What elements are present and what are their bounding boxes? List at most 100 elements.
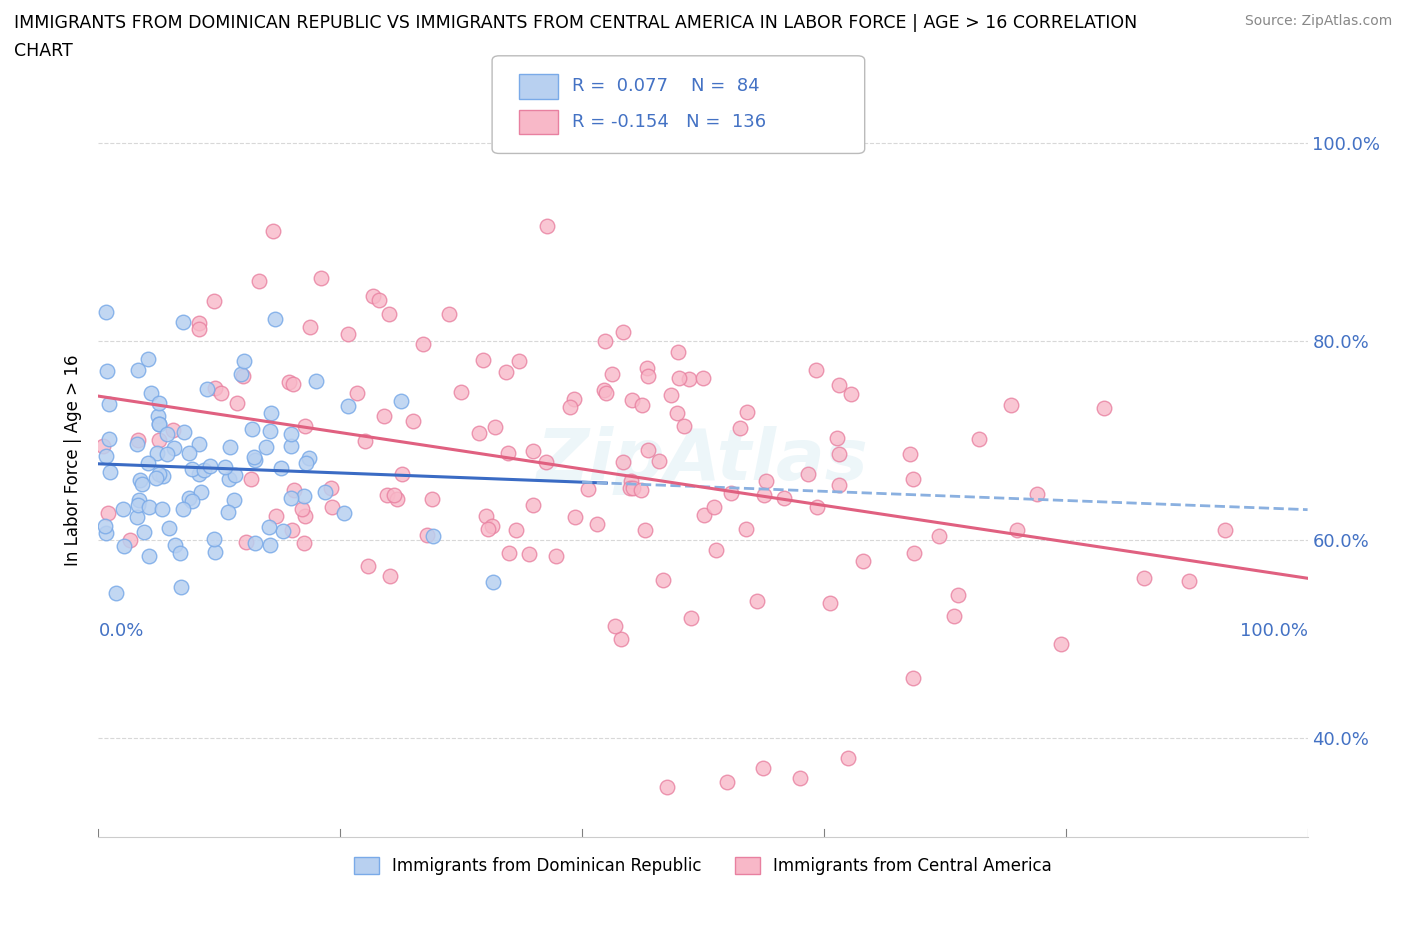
Text: IMMIGRANTS FROM DOMINICAN REPUBLIC VS IMMIGRANTS FROM CENTRAL AMERICA IN LABOR F: IMMIGRANTS FROM DOMINICAN REPUBLIC VS IM… [14, 14, 1137, 32]
Point [901, 671, 924, 686]
Point [903, 472, 925, 486]
Point [225, 395, 247, 410]
Legend: Immigrants from Dominican Republic, Immigrants from Central America: Immigrants from Dominican Republic, Immi… [347, 850, 1059, 882]
Point [150, 502, 173, 517]
Point [148, 395, 170, 410]
Point [967, 432, 990, 447]
Point [283, 483, 305, 498]
Point [928, 529, 950, 544]
Point [806, 363, 828, 378]
Point [229, 366, 252, 381]
Point [716, 775, 738, 790]
Point [389, 393, 412, 408]
Point [702, 499, 724, 514]
Point [264, 509, 287, 524]
Point [378, 307, 401, 322]
Point [219, 440, 242, 455]
Point [118, 532, 141, 547]
Point [610, 631, 633, 646]
Point [105, 586, 128, 601]
Point [586, 517, 609, 532]
Point [163, 441, 186, 456]
Point [145, 471, 167, 485]
Point [314, 485, 336, 500]
Point [634, 522, 657, 537]
Point [1133, 570, 1156, 585]
Point [179, 445, 201, 460]
Point [319, 480, 342, 495]
Point [187, 321, 209, 336]
Text: 0.0%: 0.0% [98, 622, 143, 641]
Point [96, 305, 118, 320]
Point [648, 454, 671, 469]
Point [948, 588, 970, 603]
Y-axis label: In Labor Force | Age > 16: In Labor Force | Age > 16 [65, 354, 83, 566]
Point [655, 780, 678, 795]
Point [378, 568, 401, 583]
Text: CHART: CHART [14, 42, 73, 60]
Point [190, 485, 212, 499]
Point [652, 572, 675, 587]
Point [825, 431, 848, 445]
Point [218, 472, 240, 486]
Point [534, 455, 557, 470]
Point [498, 545, 520, 560]
Point [903, 546, 925, 561]
Point [217, 504, 239, 519]
Point [797, 467, 820, 482]
Point [202, 294, 225, 309]
Point [294, 418, 316, 433]
Point [93, 519, 115, 534]
Point [278, 375, 301, 390]
Point [522, 444, 544, 458]
Point [943, 608, 966, 623]
Point [193, 462, 215, 477]
Point [172, 501, 194, 516]
Point [828, 478, 851, 493]
Point [243, 536, 266, 551]
Point [558, 400, 581, 415]
Point [292, 488, 315, 503]
Point [98, 397, 121, 412]
Point [630, 397, 652, 412]
Point [1094, 401, 1116, 416]
Point [468, 426, 491, 441]
Point [132, 525, 155, 539]
Point [337, 326, 360, 341]
Point [146, 445, 169, 460]
Point [818, 595, 841, 610]
Point [391, 466, 413, 481]
Point [152, 469, 174, 484]
Point [280, 427, 302, 442]
Point [209, 385, 232, 400]
Text: R =  0.077    N =  84: R = 0.077 N = 84 [572, 77, 759, 96]
Point [602, 366, 624, 381]
Point [136, 455, 159, 470]
Point [508, 353, 530, 368]
Point [422, 528, 444, 543]
Point [1007, 523, 1029, 538]
Point [257, 519, 280, 534]
Point [260, 405, 283, 420]
Point [156, 446, 179, 461]
Point [1050, 636, 1073, 651]
Point [332, 505, 354, 520]
Point [621, 392, 644, 407]
Point [354, 433, 377, 448]
Point [789, 770, 811, 785]
Point [484, 419, 506, 434]
Point [127, 437, 149, 452]
Point [127, 498, 149, 512]
Point [291, 501, 314, 516]
Point [128, 493, 150, 508]
Point [605, 618, 627, 633]
Point [576, 481, 599, 496]
Point [280, 490, 302, 505]
Point [437, 307, 460, 322]
Point [1178, 573, 1201, 588]
Point [259, 538, 281, 552]
Point [373, 409, 395, 424]
Point [720, 485, 742, 500]
Point [692, 370, 714, 385]
Point [595, 386, 617, 401]
